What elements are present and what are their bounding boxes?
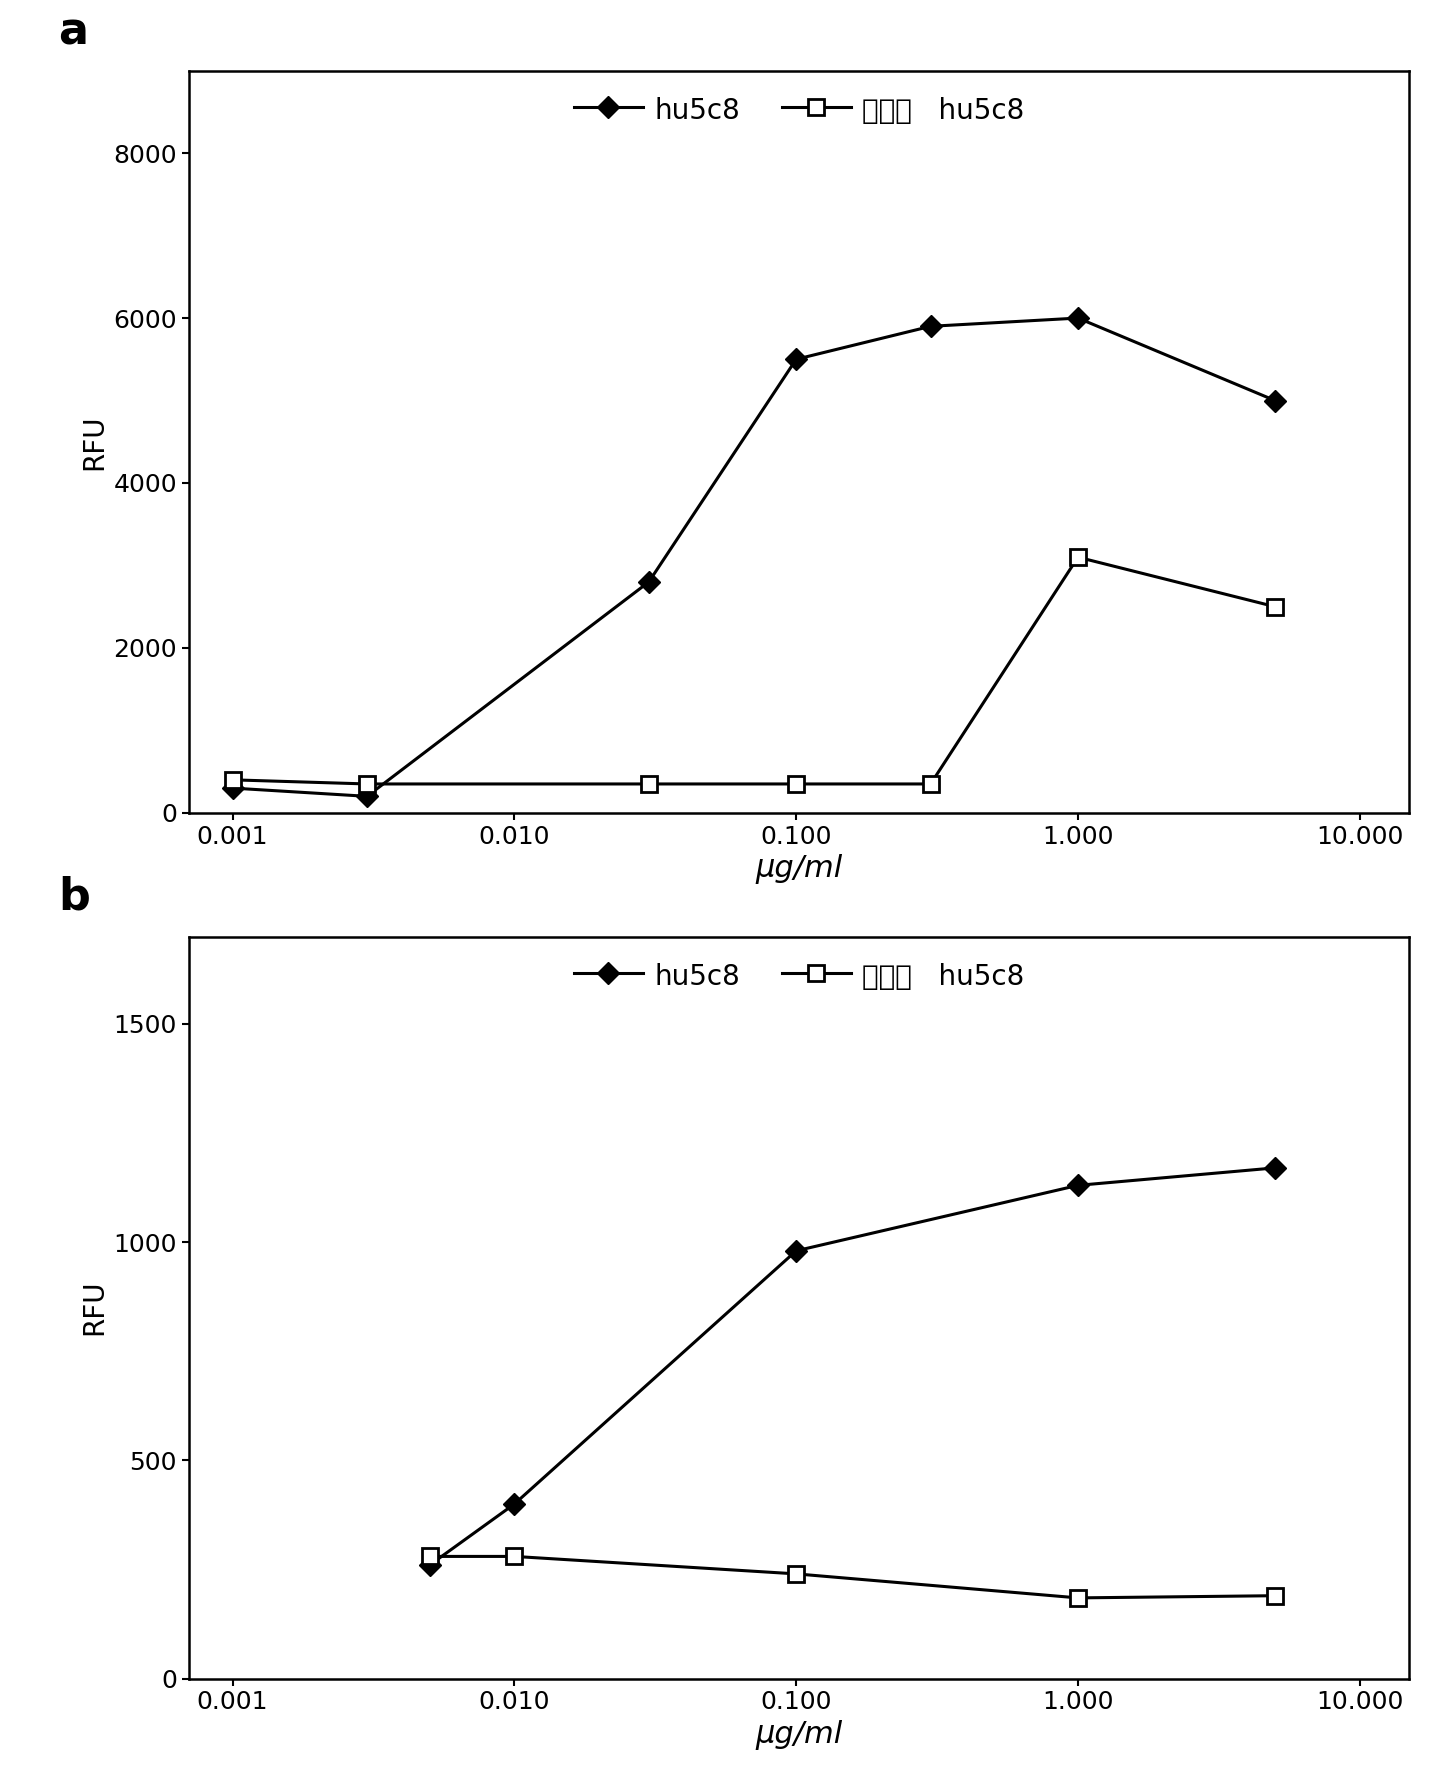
Legend: hu5c8, 无糖基   hu5c8: hu5c8, 无糖基 hu5c8: [562, 951, 1036, 1002]
无糖基   hu5c8: [224, 769, 241, 790]
无糖基   hu5c8: [359, 774, 376, 795]
Text: b: b: [58, 876, 90, 919]
hu5c8: [641, 571, 658, 592]
Y-axis label: RFU: RFU: [80, 1279, 108, 1336]
hu5c8: [359, 786, 376, 808]
无糖基   hu5c8: [1266, 595, 1283, 617]
hu5c8: [788, 348, 805, 369]
无糖基   hu5c8: [921, 774, 939, 795]
Y-axis label: RFU: RFU: [80, 413, 108, 470]
Line: 无糖基   hu5c8: 无糖基 hu5c8: [225, 550, 1283, 792]
无糖基   hu5c8: [1069, 546, 1087, 567]
X-axis label: μg/ml: μg/ml: [756, 1719, 843, 1749]
无糖基   hu5c8: [506, 1546, 523, 1567]
无糖基   hu5c8: [788, 1564, 805, 1585]
hu5c8: [921, 316, 939, 337]
hu5c8: [1266, 1157, 1283, 1179]
Line: hu5c8: hu5c8: [421, 1161, 1283, 1573]
hu5c8: [1266, 391, 1283, 412]
hu5c8: [788, 1240, 805, 1262]
无糖基   hu5c8: [1266, 1585, 1283, 1606]
hu5c8: [224, 777, 241, 799]
无糖基   hu5c8: [788, 774, 805, 795]
hu5c8: [1069, 1175, 1087, 1196]
无糖基   hu5c8: [1069, 1587, 1087, 1608]
hu5c8: [421, 1555, 439, 1576]
X-axis label: μg/ml: μg/ml: [756, 853, 843, 884]
无糖基   hu5c8: [421, 1546, 439, 1567]
Text: a: a: [58, 11, 89, 53]
Legend: hu5c8, 无糖基   hu5c8: hu5c8, 无糖基 hu5c8: [562, 85, 1036, 136]
hu5c8: [1069, 307, 1087, 329]
无糖基   hu5c8: [641, 774, 658, 795]
hu5c8: [506, 1493, 523, 1514]
Line: hu5c8: hu5c8: [225, 311, 1283, 804]
Line: 无糖基   hu5c8: 无糖基 hu5c8: [421, 1550, 1283, 1606]
